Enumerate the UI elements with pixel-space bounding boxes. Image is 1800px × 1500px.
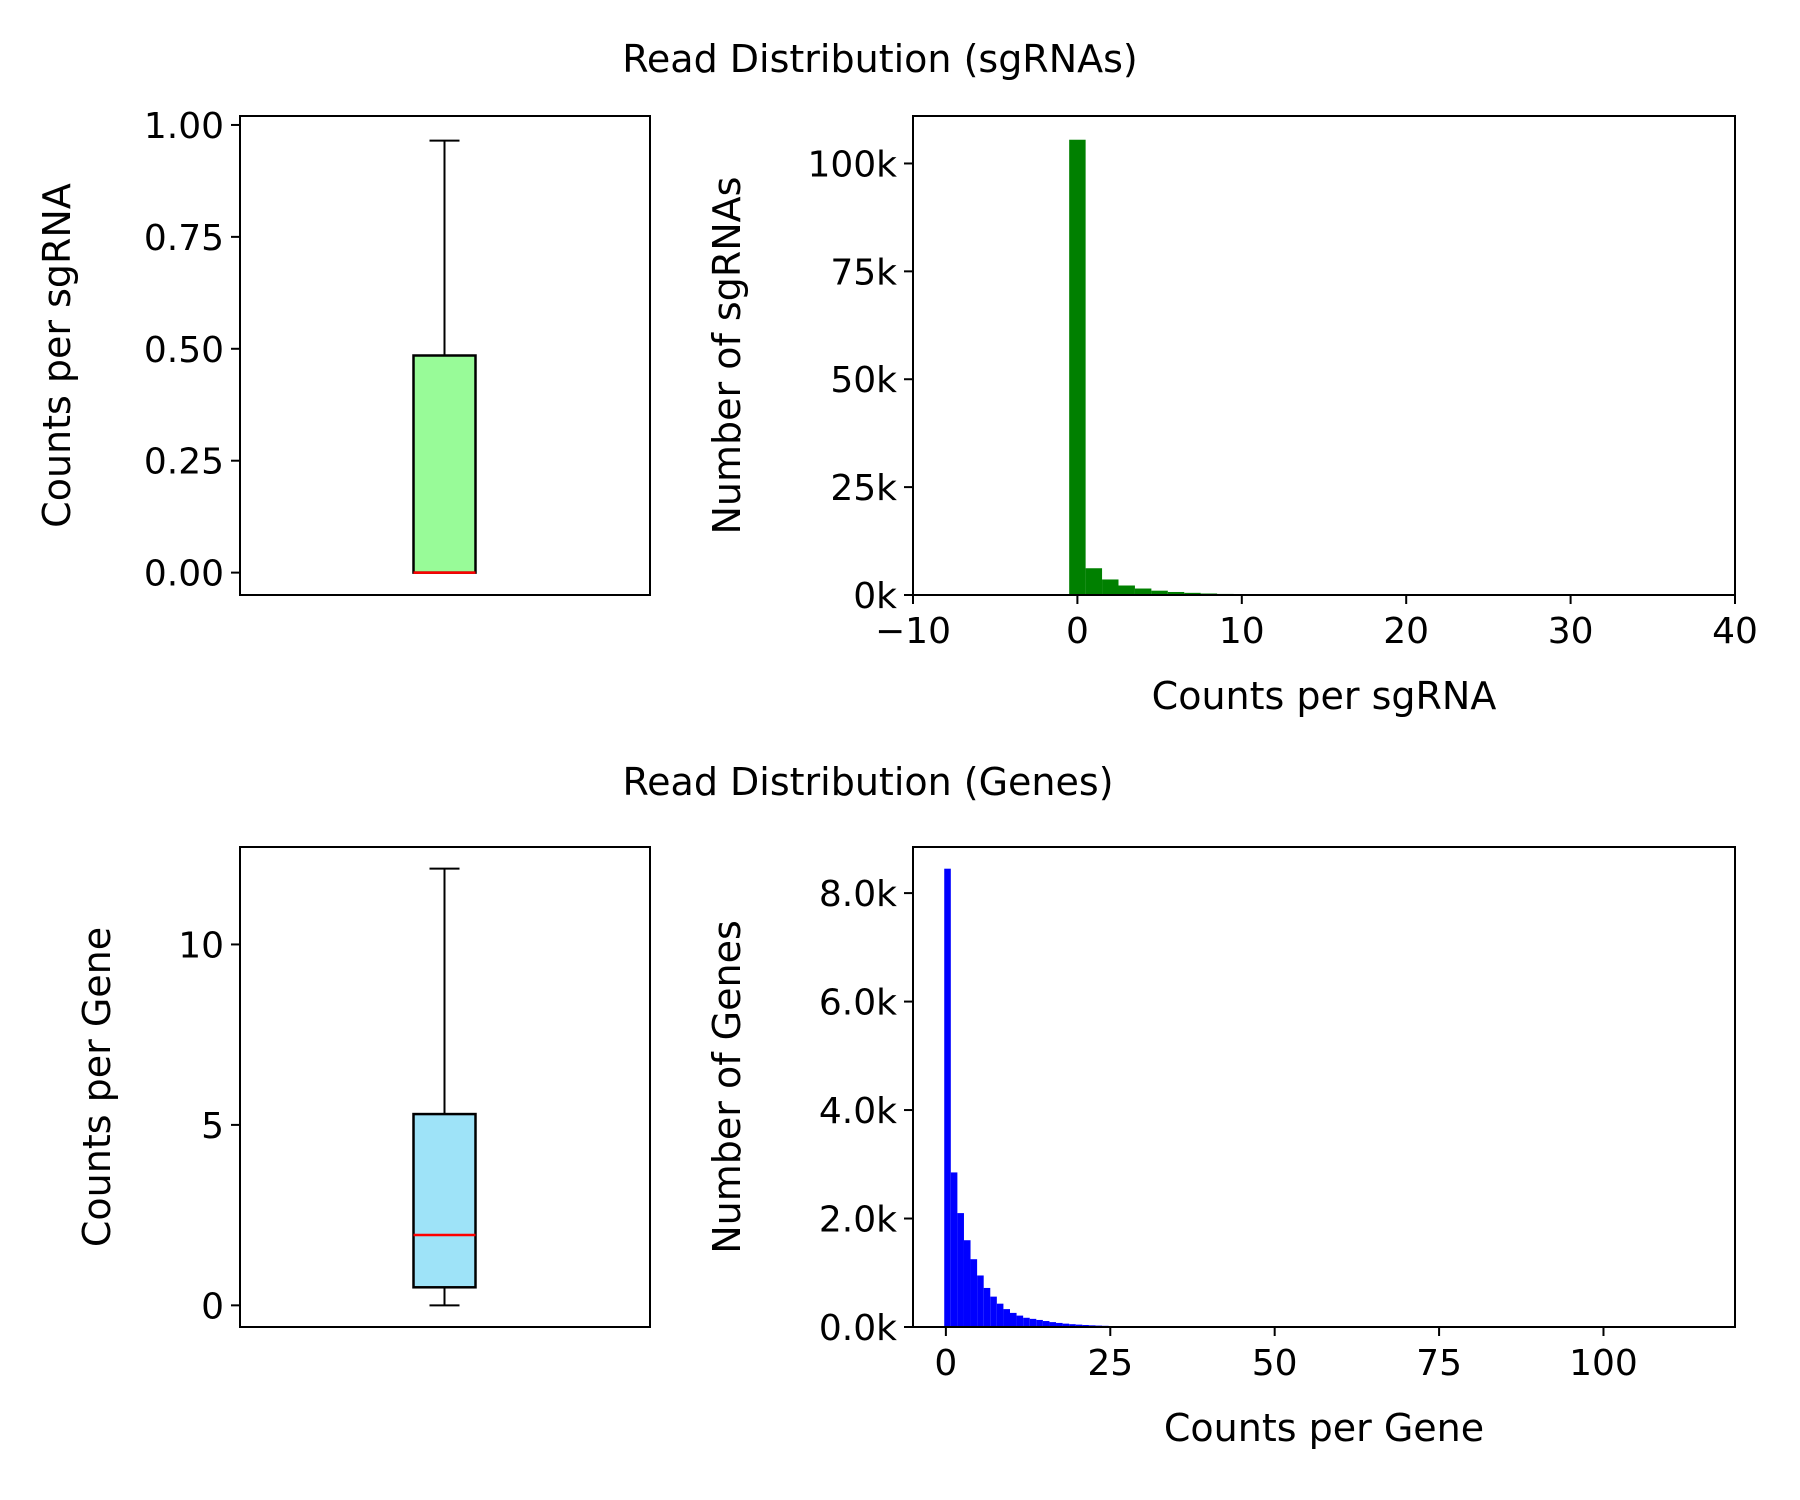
gene-hist-bar: [1029, 1318, 1037, 1327]
gene-box-frame: [239, 846, 651, 1328]
sgrna-hist-ytick-label: 25k: [830, 468, 897, 509]
sgrna-box-ytick-label: 0.00: [144, 554, 224, 595]
sgrna-hist-frame: [912, 115, 1736, 596]
gene-hist-bar: [1069, 1324, 1076, 1327]
sgrna-hist-bar: [1069, 139, 1086, 595]
gene-hist-bar: [1042, 1321, 1050, 1327]
sgrna-hist-bar: [1118, 585, 1135, 595]
gene-hist-ytick-label: 4.0k: [819, 1091, 897, 1132]
gene-hist-bar: [1016, 1315, 1024, 1327]
sgrna-hist-ytick-label: 50k: [830, 360, 897, 401]
gene-box-ylabel: Counts per Gene: [75, 927, 119, 1247]
sgrna-hist-ylabel: Number of sgRNAs: [705, 177, 749, 535]
gene-hist-ylabel: Number of Genes: [705, 920, 749, 1254]
gene-box-ytick-label: 5: [201, 1106, 224, 1147]
sgrna-hist-bar: [1167, 591, 1185, 595]
gene-hist-bar: [1023, 1317, 1030, 1327]
gene-box-box: [412, 1112, 477, 1289]
sgrna-boxplot-panel: 0.00 0.25 0.50 0.75 1.00 Counts per sgRNA: [35, 106, 651, 596]
gene-hist-ytick-label: 2.0k: [819, 1200, 897, 1241]
gene-hist-xlabel: Counts per Gene: [1164, 1406, 1484, 1450]
gene-hist-bar: [1036, 1319, 1043, 1327]
gene-hist-xtick-label: 25: [1087, 1343, 1133, 1384]
sgrna-box-ytick-label: 0.75: [144, 218, 224, 259]
gene-histogram-panel: 0.0k 2.0k 4.0k 6.0k 8.0k 0 25 50 75 100 Counts per…: [705, 846, 1736, 1450]
sgrna-hist-xtick-label: −10: [875, 611, 951, 652]
gene-hist-bar: [1003, 1309, 1010, 1327]
sgrna-box-ytick-label: 0.25: [144, 442, 224, 483]
sgrna-hist-bar: [1102, 579, 1119, 595]
sgrna-hist-xtick-label: 0: [1066, 611, 1089, 652]
gene-hist-bar: [1009, 1312, 1017, 1327]
gene-hist-bar: [1056, 1322, 1063, 1327]
gene-hist-frame: [912, 846, 1736, 1328]
sgrna-box-frame: [239, 115, 651, 596]
sgrna-hist-xtick-label: 30: [1548, 611, 1594, 652]
sgrna-hist-ytick-label: 75k: [830, 252, 897, 293]
gene-hist-xtick-label: 100: [1569, 1343, 1638, 1384]
gene-hist-ytick-label: 8.0k: [819, 874, 897, 915]
sgrna-hist-xlabel: Counts per sgRNA: [1152, 674, 1497, 718]
sgrna-box-ylabel: Counts per sgRNA: [35, 183, 79, 528]
gene-hist-xtick-label: 0: [934, 1343, 957, 1384]
gene-hist-bar: [977, 1275, 984, 1327]
gene-hist-bar: [950, 1172, 958, 1327]
gene-box-ytick-label: 10: [178, 925, 224, 966]
sgrna-hist-xtick-label: 20: [1383, 611, 1429, 652]
sgrna-hist-ytick-label: 100k: [807, 144, 897, 185]
gene-hist-bar: [1062, 1323, 1070, 1327]
sgrna-hist-ytick-label: 0k: [853, 576, 897, 617]
gene-hist-ytick-label: 6.0k: [819, 983, 897, 1024]
sgrna-hist-bar: [1134, 588, 1152, 595]
gene-hist-bar: [963, 1240, 971, 1327]
gene-hist-bar: [983, 1287, 991, 1327]
sgrna-hist-bar: [1184, 592, 1201, 595]
gene-hist-bar: [957, 1213, 964, 1327]
sgrna-box-ytick-label: 0.50: [144, 330, 224, 371]
gene-hist-bar: [944, 868, 951, 1327]
sgrna-hist-bar: [1151, 590, 1168, 595]
gene-hist-bar: [996, 1303, 1004, 1327]
gene-hist-bar: [1075, 1324, 1083, 1327]
gene-hist-xtick-label: 75: [1416, 1343, 1462, 1384]
gene-hist-bar: [970, 1259, 978, 1327]
suptitle-sgrnas: Read Distribution (sgRNAs): [622, 37, 1138, 81]
sgrna-hist-bar: [1085, 568, 1103, 595]
sgrna-box-ytick-label: 1.00: [144, 106, 224, 147]
sgrna-histogram-panel: 0k 25k 50k 75k 100k −10 0 10 20 30 40 Counts per sg…: [705, 115, 1758, 718]
gene-hist-bar: [1049, 1322, 1057, 1327]
suptitle-genes: Read Distribution (Genes): [622, 760, 1113, 804]
sgrna-box-box: [412, 354, 477, 574]
gene-hist-bar: [990, 1296, 997, 1327]
sgrna-hist-xtick-label: 10: [1219, 611, 1265, 652]
gene-hist-ytick-label: 0.0k: [819, 1308, 897, 1349]
gene-hist-bar: [1082, 1324, 1089, 1327]
gene-box-ytick-label: 0: [201, 1286, 224, 1327]
gene-boxplot-panel: 0 5 10 Counts per Gene: [75, 846, 651, 1328]
sgrna-hist-xtick-label: 40: [1712, 611, 1758, 652]
gene-hist-xtick-label: 50: [1252, 1343, 1298, 1384]
